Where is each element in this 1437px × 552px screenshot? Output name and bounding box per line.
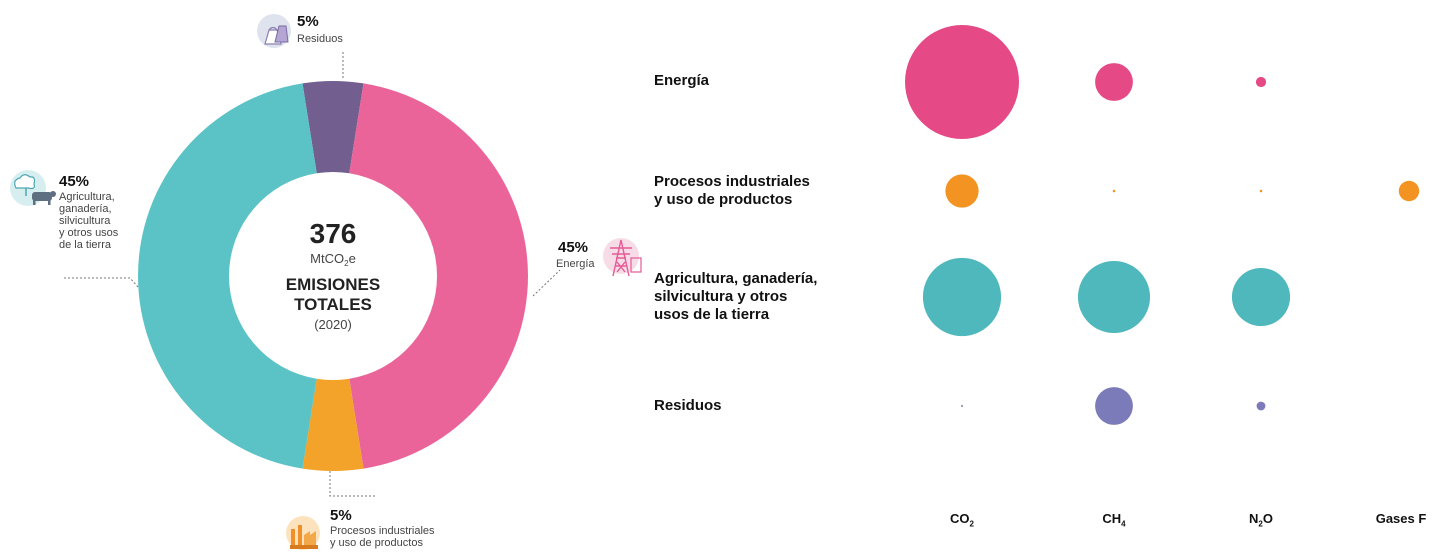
bubble-agricultura-0: [922, 257, 1002, 337]
row-label-line: Agricultura, ganadería,: [654, 270, 818, 287]
procesos-label: Procesos industriales y uso de productos: [330, 525, 435, 549]
procesos-label-line: Procesos industriales: [330, 525, 435, 537]
row-label-procesos: Procesos industriales y uso de productos: [654, 173, 810, 209]
bubble-procesos-0: [945, 174, 979, 208]
agricultura-label: Agricultura, ganadería, silvicultura y o…: [59, 191, 118, 251]
center-year: (2020): [314, 317, 352, 332]
center-unit: MtCO2e: [310, 251, 356, 268]
procesos-percent: 5%: [330, 507, 352, 524]
row-label-line: usos de la tierra: [654, 306, 770, 323]
agricultura-label-line: Agricultura,: [59, 191, 115, 203]
bubble-energia-1: [1095, 63, 1133, 101]
center-title-line1: EMISIONES: [286, 275, 380, 294]
column-label-gases-f: Gases F: [1375, 511, 1427, 526]
cow-tree-icon: [10, 170, 56, 206]
bubble-residuos-1: [1095, 387, 1133, 425]
residuos-label: Residuos: [297, 33, 343, 45]
agricultura-label-line: de la tierra: [59, 239, 111, 251]
energia-label: Energía: [556, 258, 595, 270]
row-label-agricultura: Agricultura, ganadería, silvicultura y o…: [654, 270, 817, 324]
row-label-line: Residuos: [654, 397, 722, 414]
row-label-line: Procesos industriales: [654, 173, 810, 190]
bubble-residuos-0: [961, 405, 963, 407]
row-label-residuos: Residuos: [654, 397, 722, 415]
agricultura-label-line: ganadería,: [59, 203, 112, 215]
center-title-line2: TOTALES: [294, 295, 372, 314]
bubble-energia-2: [1255, 76, 1267, 88]
agricultura-label-line: silvicultura: [59, 215, 111, 227]
row-label-line: silvicultura y otros: [654, 288, 788, 305]
agricultura-label-line: y otros usos: [59, 227, 119, 239]
donut-chart: 376 MtCO2e EMISIONES TOTALES (2020): [10, 14, 642, 550]
residuos-percent: 5%: [297, 13, 319, 30]
center-total-value: 376: [310, 218, 357, 249]
agricultura-percent: 45%: [59, 173, 90, 190]
trash-bag-icon: [257, 14, 291, 48]
row-label-line: y uso de productos: [654, 191, 793, 208]
row-label-energia: Energía: [654, 72, 709, 90]
bubble-energia-0: [905, 25, 1019, 139]
row-label-line: Energía: [654, 72, 710, 89]
column-label-n2o: N2O: [1249, 511, 1273, 529]
bubble-residuos-2: [1256, 401, 1266, 411]
donut-slice-energia: [349, 83, 529, 469]
bubble-procesos-3: [1398, 180, 1420, 202]
bubble-agricultura-2: [1231, 267, 1291, 327]
donut-slice-agricultura: [137, 83, 317, 469]
procesos-label-line: y uso de productos: [330, 537, 423, 549]
donut-slice-residuos: [302, 81, 364, 174]
power-tower-icon: [603, 238, 642, 277]
factory-icon: [286, 516, 320, 550]
leader-line-procesos: [329, 471, 376, 497]
energia-percent: 45%: [558, 239, 589, 256]
column-label-ch4: CH4: [1102, 511, 1126, 529]
leader-line-agricultura: [62, 277, 139, 288]
bubble-agricultura-1: [1077, 260, 1151, 334]
bubble-procesos-1: [1112, 189, 1116, 193]
donut-slice-procesos: [302, 378, 364, 472]
column-label-co2: CO2: [950, 511, 974, 529]
bubble-procesos-2: [1259, 189, 1263, 193]
